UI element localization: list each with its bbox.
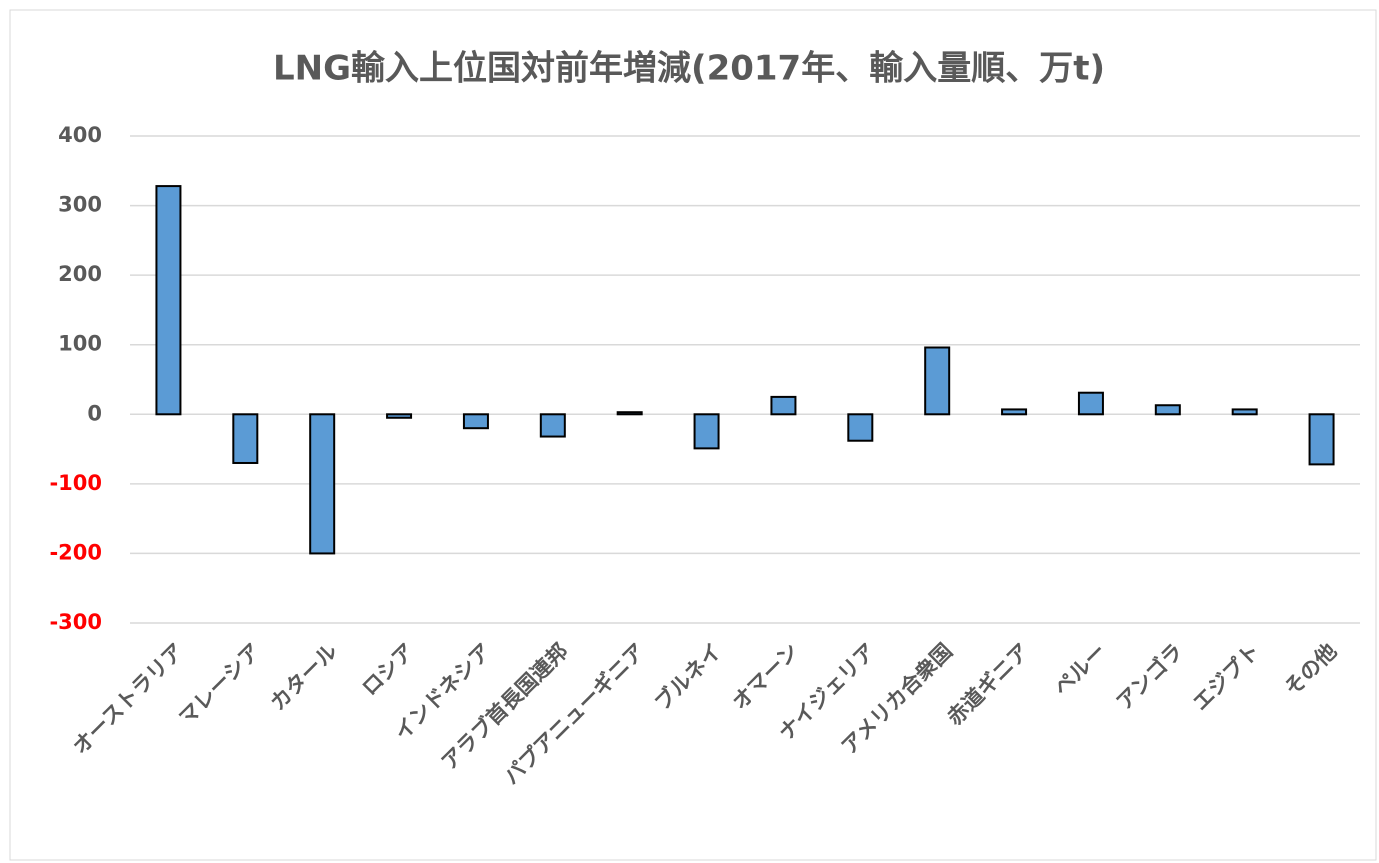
bar [924, 346, 951, 416]
y-tick-label: 400 [58, 123, 102, 147]
bar [1308, 413, 1335, 466]
bar [1001, 408, 1028, 416]
bar [1077, 391, 1104, 416]
bar [462, 413, 489, 430]
bar [1231, 408, 1258, 416]
bar [847, 413, 874, 442]
bar [386, 413, 413, 419]
chart-title: LNG輸入上位国対前年増減(2017年、輸入量順、万t) [273, 49, 1105, 89]
bar [1154, 404, 1181, 416]
y-tick-label: -300 [49, 610, 102, 634]
y-tick-label: 100 [58, 332, 102, 356]
bar [539, 413, 566, 438]
bar [155, 185, 182, 416]
chart-frame [9, 9, 1377, 861]
y-tick-label: -200 [49, 540, 102, 564]
y-tick-label: -100 [49, 471, 102, 495]
bar [232, 413, 259, 464]
bar [693, 413, 720, 450]
y-tick-label: 200 [58, 262, 102, 286]
y-tick-label: 0 [87, 401, 102, 425]
bar [616, 411, 643, 416]
bar [770, 395, 797, 416]
bar [309, 413, 336, 555]
y-tick-label: 300 [58, 193, 102, 217]
